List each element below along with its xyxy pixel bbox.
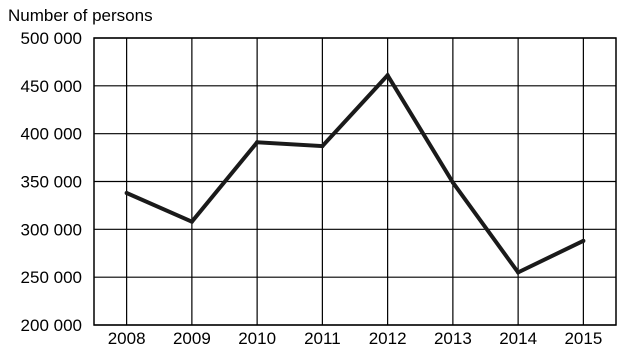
x-tick-label: 2011 (304, 329, 341, 348)
data-point (189, 219, 194, 224)
y-tick-label: 400 000 (21, 125, 82, 144)
y-tick-label: 450 000 (21, 77, 82, 96)
data-point (385, 73, 390, 78)
data-point (450, 180, 455, 185)
data-point (124, 190, 129, 195)
x-tick-label: 2014 (499, 329, 537, 348)
y-tick-labels: 200 000 250 000 300 000 350 000 400 000 450 0… (21, 29, 82, 335)
x-tick-label: 2015 (564, 329, 602, 348)
x-tick-label: 2010 (238, 329, 276, 348)
series-line (125, 71, 585, 275)
x-tick-label: 2013 (434, 329, 472, 348)
y-axis-label: Number of persons (8, 6, 153, 25)
x-tick-labels: 2008 2009 2010 2011 2012 2013 2014 2015 (108, 329, 603, 348)
x-tick-label: 2008 (108, 329, 146, 348)
y-tick-label: 200 000 (21, 316, 82, 335)
plot-frame (93, 37, 617, 326)
y-tick-label: 300 000 (21, 220, 82, 239)
x-tick-label: 2012 (369, 329, 407, 348)
data-point (320, 144, 325, 149)
grid-lines (94, 37, 616, 326)
y-tick-label: 500 000 (21, 29, 82, 48)
y-tick-label: 250 000 (21, 268, 82, 287)
y-tick-label: 350 000 (21, 173, 82, 192)
data-point (581, 238, 586, 243)
data-point (255, 140, 260, 145)
x-tick-label: 2009 (173, 329, 211, 348)
data-point (516, 270, 521, 275)
